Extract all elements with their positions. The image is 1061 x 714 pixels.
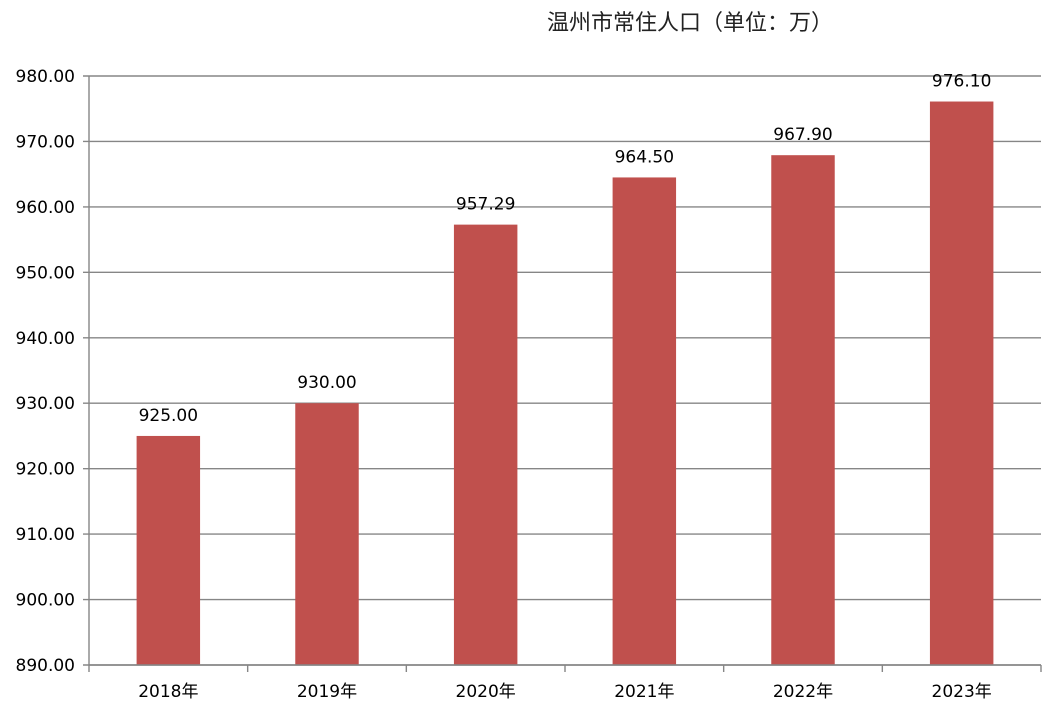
x-tick-label: 2018年 [138, 682, 198, 702]
y-tick-label: 890.00 [16, 656, 75, 676]
y-tick-label: 910.00 [16, 525, 75, 545]
bar [929, 101, 994, 666]
data-label: 957.29 [456, 195, 515, 215]
data-label: 930.00 [297, 373, 356, 393]
y-axis-ticks: 890.00 900.00 910.00 920.00 930.00 940.00 950.… [16, 67, 75, 676]
bar [295, 403, 359, 665]
bar [453, 224, 518, 665]
axes [88, 76, 1042, 672]
bar [771, 155, 835, 665]
y-tick-label: 940.00 [16, 329, 75, 349]
data-label: 964.50 [615, 147, 674, 167]
y-tick-label: 950.00 [16, 263, 75, 283]
chart-title: 温州市常住人口（单位：万） [547, 11, 833, 36]
x-tick-label: 2023年 [932, 682, 992, 702]
bar [136, 435, 201, 665]
y-tick-label: 920.00 [16, 460, 75, 480]
x-tick-label: 2019年 [297, 682, 357, 702]
y-tick-label: 980.00 [16, 67, 75, 87]
y-tick-label: 970.00 [16, 132, 75, 152]
data-label: 967.90 [773, 125, 832, 145]
x-tick-label: 2021年 [614, 682, 674, 702]
y-tick-label: 900.00 [16, 591, 75, 611]
x-tick-label: 2022年 [773, 682, 833, 702]
grid-lines [83, 75, 1041, 666]
y-tick-label: 960.00 [16, 198, 75, 218]
x-tick-label: 2020年 [456, 682, 516, 702]
data-label: 976.10 [932, 72, 991, 92]
x-axis-ticks: 2018年 2019年 2020年 2021年 2022年 2023年 [138, 682, 992, 702]
y-tick-label: 930.00 [16, 394, 75, 414]
bar-series [136, 101, 994, 666]
data-labels: 925.00 930.00 957.29 964.50 967.90 976.10 [139, 72, 992, 426]
bar [612, 177, 677, 665]
data-label: 925.00 [139, 406, 198, 426]
